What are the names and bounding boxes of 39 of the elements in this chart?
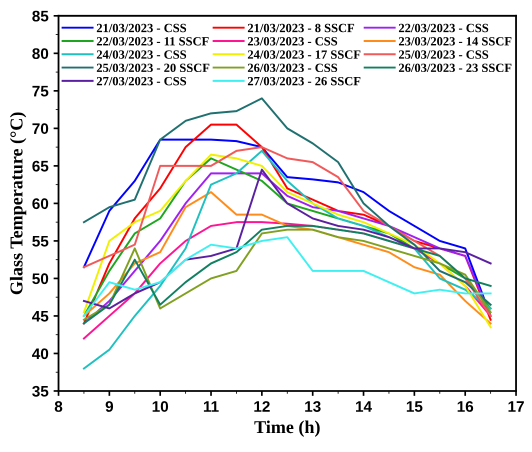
legend-label: 26/03/2023 - 23 SSCF <box>398 64 512 72</box>
legend-label: 25/03/2023 - 20 SSCF <box>96 64 210 72</box>
legend-label: 27/03/2023 - CSS <box>96 76 186 86</box>
y-tick-label: 35 <box>32 386 48 397</box>
x-tick-label: 12 <box>254 401 270 412</box>
x-tick-label: 17 <box>508 401 524 412</box>
y-tick-label: 40 <box>32 348 48 360</box>
x-tick-label: 15 <box>406 401 422 412</box>
y-tick-label: 85 <box>32 10 48 22</box>
legend-label: 24/03/2023 - 17 SSCF <box>248 50 360 59</box>
y-tick-label: 45 <box>32 310 48 322</box>
x-axis-title: Time (h) <box>254 420 320 437</box>
y-axis-title: Glass Temperature (°C) <box>10 112 26 294</box>
x-tick-label: 13 <box>305 401 321 412</box>
y-tick-label: 70 <box>32 123 48 134</box>
line-series <box>82 97 492 306</box>
y-tick-label: 65 <box>32 160 48 172</box>
y-tick-label: 75 <box>32 86 48 97</box>
y-tick-label: 55 <box>32 236 48 247</box>
x-tick-label: 8 <box>54 401 62 412</box>
legend-label: 21/03/2023 - CSS <box>96 24 186 32</box>
line-series <box>82 150 492 370</box>
legend-label: 21/03/2023 - 8 SSCF <box>248 24 354 32</box>
x-tick-label: 16 <box>458 401 474 412</box>
legend-label: 22/03/2023 - 11 SSCF <box>96 37 209 46</box>
x-tick-label: 9 <box>106 401 114 412</box>
legend-label: 27/03/2023 - 26 SSCF <box>248 76 360 86</box>
legend-label: 26/03/2023 - CSS <box>248 64 338 72</box>
y-tick-label: 50 <box>32 273 48 284</box>
legend-label: 22/03/2023 - CSS <box>398 24 488 32</box>
legend-label: 24/03/2023 - CSS <box>96 50 186 59</box>
x-tick-label: 14 <box>356 401 372 412</box>
x-tick-label: 10 <box>152 401 168 412</box>
legend-label: 23/03/2023 - CSS <box>248 37 338 46</box>
legend-label: 25/03/2023 - CSS <box>398 50 488 59</box>
legend-label: 23/03/2023 - 14 SSCF <box>398 37 512 46</box>
y-tick-label: 60 <box>32 198 48 210</box>
y-tick-label: 80 <box>32 48 48 60</box>
x-tick-label: 11 <box>204 401 219 412</box>
